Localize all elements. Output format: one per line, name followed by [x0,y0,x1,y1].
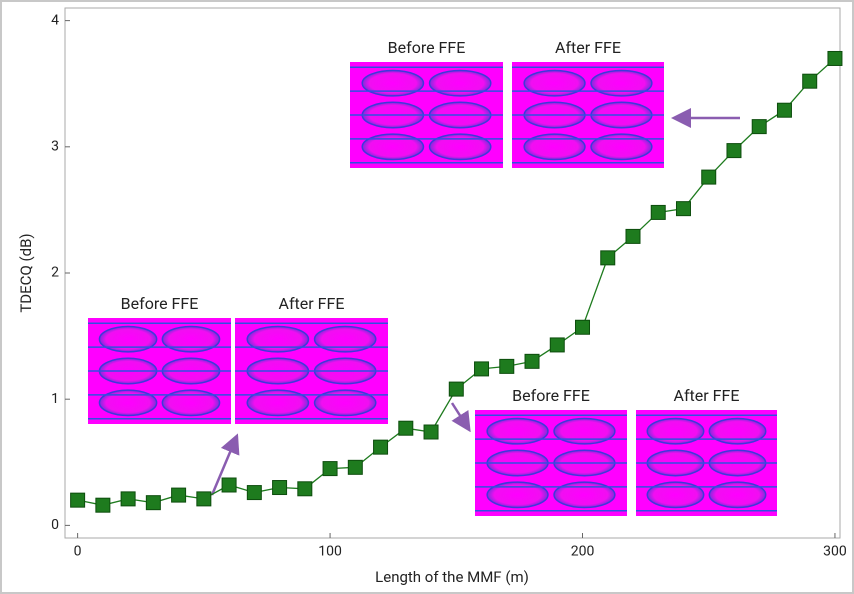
eye-opening [162,326,219,351]
marker [803,74,817,88]
eye-diagram [512,62,664,168]
marker [273,481,287,495]
eye-diagram [88,318,231,424]
marker [601,251,615,265]
x-tick-label: 0 [74,544,82,560]
marker [626,229,640,243]
eye-opening [247,390,308,415]
y-tick-label: 3 [51,139,59,155]
marker [298,482,312,496]
marker [500,359,514,373]
marker [702,170,716,184]
marker [676,202,690,216]
eye-opening [362,134,423,159]
eye-diagram [235,318,388,424]
marker [197,492,211,506]
eye-opening [554,482,615,507]
eye-opening [487,482,548,507]
marker [525,354,539,368]
eye-opening [99,326,156,351]
eye-opening [430,134,491,159]
insets: Before FFE After FFE Before FFE After FFE Be… [88,38,777,516]
marker [449,382,463,396]
marker [727,144,741,158]
marker [121,492,135,506]
y-axis-label: TDECQ (dB) [17,233,35,312]
marker [146,496,160,510]
x-tick-label: 300 [823,544,847,560]
marker [247,486,261,500]
eye-diagram [350,62,503,168]
eye-opening [430,70,491,95]
eye-opening [591,70,652,95]
eye-opening [709,418,765,443]
x-tick-label: 100 [318,544,342,560]
marker [424,425,438,439]
eye-diagram [475,410,627,516]
marker [651,205,665,219]
marker [828,51,842,65]
chart: Length of the MMF (m) TDECQ (dB) Before … [0,0,854,594]
annotation: Before FFE [512,386,590,405]
marker [222,478,236,492]
marker [777,103,791,117]
y-tick-label: 1 [51,391,59,407]
x-tick-label: 200 [571,544,595,560]
x-axis-label: Length of the MMF (m) [375,568,529,586]
marker [752,120,766,134]
marker [323,462,337,476]
eye-opening [247,326,308,351]
marker [399,421,413,435]
annotation: Before FFE [121,294,199,313]
arrow [452,403,468,428]
annotation: After FFE [279,294,345,313]
annotation: After FFE [555,38,621,57]
eye-opening [487,418,548,443]
marker [550,338,564,352]
eye-diagram [636,410,777,516]
marker [71,493,85,507]
y-tick-label: 0 [51,517,59,533]
eye-opening [709,482,765,507]
annotation: After FFE [674,386,740,405]
marker [576,320,590,334]
eye-opening [362,70,423,95]
annotation: Before FFE [388,38,466,57]
marker [96,498,110,512]
y-tick-label: 4 [51,12,59,28]
marker [374,440,388,454]
marker [172,488,186,502]
eye-opening [647,418,703,443]
y-tick-label: 2 [51,265,59,281]
eye-opening [315,390,376,415]
eye-opening [591,134,652,159]
eye-opening [315,326,376,351]
eye-opening [554,418,615,443]
eye-opening [647,482,703,507]
eye-opening [524,70,585,95]
eye-opening [162,390,219,415]
eye-opening [99,390,156,415]
eye-opening [524,134,585,159]
marker [348,460,362,474]
marker [475,362,489,376]
